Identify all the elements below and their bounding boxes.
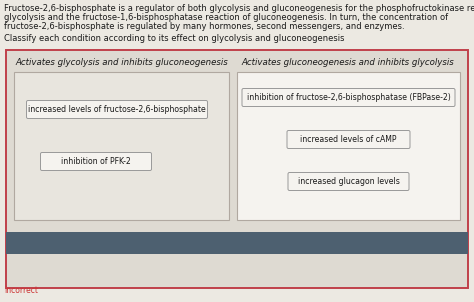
Text: increased levels of fructose-2,6-bisphosphate: increased levels of fructose-2,6-bisphos…: [28, 105, 206, 114]
Text: inhibition of PFK-2: inhibition of PFK-2: [61, 157, 131, 166]
Text: fructose-2,6-bisphosphate is regulated by many hormones, second messengers, and : fructose-2,6-bisphosphate is regulated b…: [4, 22, 405, 31]
Text: glycolysis and the fructose-1,6-bisphosphatase reaction of gluconeogenesis. In t: glycolysis and the fructose-1,6-bisphosp…: [4, 13, 448, 22]
Text: incorrect: incorrect: [4, 286, 38, 295]
Text: Activates glycolysis and inhibits gluconeogenesis: Activates glycolysis and inhibits glucon…: [15, 58, 228, 67]
FancyBboxPatch shape: [237, 72, 460, 220]
FancyBboxPatch shape: [242, 88, 455, 107]
Text: increased glucagon levels: increased glucagon levels: [298, 177, 400, 186]
Text: inhibition of fructose-2,6-bisphosphatase (FBPase-2): inhibition of fructose-2,6-bisphosphatas…: [246, 93, 450, 102]
Text: Activates gluconeogenesis and inhibits glycolysis: Activates gluconeogenesis and inhibits g…: [242, 58, 454, 67]
Text: increased levels of cAMP: increased levels of cAMP: [300, 135, 397, 144]
Text: Classify each condition according to its effect on glycolysis and gluconeogenesi: Classify each condition according to its…: [4, 34, 345, 43]
FancyBboxPatch shape: [6, 50, 468, 288]
FancyBboxPatch shape: [288, 172, 409, 191]
FancyBboxPatch shape: [40, 153, 152, 171]
FancyBboxPatch shape: [27, 101, 208, 118]
Text: Fructose-2,6-bisphosphate is a regulator of both glycolysis and gluconeogenesis : Fructose-2,6-bisphosphate is a regulator…: [4, 4, 474, 13]
FancyBboxPatch shape: [287, 130, 410, 149]
FancyBboxPatch shape: [6, 232, 468, 254]
Text: Answer Bank: Answer Bank: [204, 239, 270, 248]
FancyBboxPatch shape: [14, 72, 229, 220]
